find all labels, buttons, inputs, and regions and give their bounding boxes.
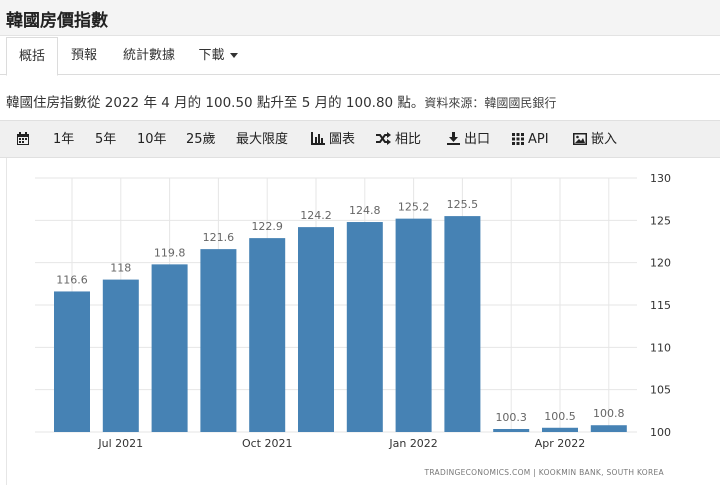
export-label: 出口 xyxy=(464,132,491,147)
bar-value-label: 121.6 xyxy=(203,231,235,244)
description: 韓國住房指數從 2022 年 4 月的 100.50 點升至 5 月的 100.… xyxy=(6,91,556,111)
bar[interactable] xyxy=(542,427,578,432)
y-tick-label: 120 xyxy=(650,257,671,270)
bar[interactable] xyxy=(102,279,139,432)
shuffle-icon xyxy=(376,132,391,145)
bar[interactable] xyxy=(346,222,383,432)
api-button[interactable]: API xyxy=(512,121,549,159)
bar[interactable] xyxy=(444,216,481,432)
description-text: 韓國住房指數從 2022 年 4 月的 100.50 點升至 5 月的 100.… xyxy=(6,95,425,111)
chart-area: 116.6 118 119.8 121.6 122.9 124.2 124.8 125.2 12… xyxy=(6,158,720,485)
bar[interactable] xyxy=(590,425,627,432)
y-tick-label: 100 xyxy=(650,426,671,439)
bar-chart-icon xyxy=(311,132,325,145)
y-tick-label: 115 xyxy=(650,299,671,312)
title-bar: 韓國房價指數 xyxy=(0,0,720,36)
bar-value-label: 118 xyxy=(110,262,131,275)
y-axis: 100 105 110 115 120 125 130 xyxy=(650,172,671,439)
x-tick-label: Apr 2022 xyxy=(535,437,586,450)
embed-button[interactable]: 嵌入 xyxy=(573,121,617,159)
chart-credit: TRADINGECONOMICS.COM | KOOKMIN BANK, SOU… xyxy=(423,468,664,477)
tab-download-label: 下載 xyxy=(198,48,225,63)
tab-overview[interactable]: 概括 xyxy=(6,37,58,76)
tab-statistics[interactable]: 統計數據 xyxy=(122,48,175,63)
bar[interactable] xyxy=(493,429,530,432)
bar[interactable] xyxy=(54,291,90,432)
bar-value-label: 100.3 xyxy=(495,411,527,424)
grid-icon xyxy=(512,132,524,145)
export-button[interactable]: 出口 xyxy=(447,121,490,159)
compare-label: 相比 xyxy=(395,132,422,147)
chart-type-label: 圖表 xyxy=(329,132,356,147)
caret-down-icon xyxy=(229,53,238,58)
x-axis: Jul 2021 Oct 2021 Jan 2022 Apr 2022 xyxy=(97,437,585,450)
page-title: 韓國房價指數 xyxy=(6,11,108,31)
api-label: API xyxy=(528,132,549,147)
tab-forecast[interactable]: 預報 xyxy=(70,48,97,63)
compare-button[interactable]: 相比 xyxy=(376,121,421,159)
embed-label: 嵌入 xyxy=(591,132,618,147)
calendar-icon xyxy=(17,131,29,145)
range-25y-button[interactable]: 25歲 xyxy=(186,132,216,147)
range-10y-button[interactable]: 10年 xyxy=(137,132,167,147)
bar-chart: 116.6 118 119.8 121.6 122.9 124.2 124.8 125.2 12… xyxy=(35,172,671,477)
y-tick-label: 105 xyxy=(650,384,671,397)
data-labels: 116.6 118 119.8 121.6 122.9 124.2 124.8 125.2 12… xyxy=(56,198,624,424)
bar[interactable] xyxy=(249,238,286,432)
bar[interactable] xyxy=(298,227,334,432)
x-tick-label: Jan 2022 xyxy=(388,437,437,450)
bars xyxy=(54,216,627,432)
x-tick-label: Jul 2021 xyxy=(97,437,143,450)
bar-value-label: 124.2 xyxy=(300,209,332,222)
calendar-button[interactable] xyxy=(16,121,34,159)
y-tick-label: 125 xyxy=(650,214,671,227)
range-1y-button[interactable]: 1年 xyxy=(53,132,75,147)
bar-value-label: 124.8 xyxy=(349,204,381,217)
bar-value-label: 100.8 xyxy=(593,407,625,420)
download-icon xyxy=(447,132,460,145)
bar[interactable] xyxy=(200,249,237,432)
range-5y-button[interactable]: 5年 xyxy=(95,132,117,147)
bar[interactable] xyxy=(151,264,188,432)
chart-type-button[interactable]: 圖表 xyxy=(311,121,355,159)
tab-bar: 概括 預報 統計數據 下載 xyxy=(0,37,720,76)
y-tick-label: 110 xyxy=(650,341,671,354)
bar-value-label: 125.2 xyxy=(398,201,430,214)
bar-value-label: 116.6 xyxy=(56,273,88,286)
bar-value-label: 125.5 xyxy=(447,198,479,211)
y-tick-label: 130 xyxy=(650,172,671,185)
image-icon xyxy=(573,132,587,145)
range-max-button[interactable]: 最大限度 xyxy=(236,132,289,147)
bar[interactable] xyxy=(395,218,432,432)
tab-download[interactable]: 下載 xyxy=(192,37,244,75)
source-text: 資料來源：韓國國民銀行 xyxy=(424,96,557,110)
x-tick-label: Oct 2021 xyxy=(242,437,293,450)
bar-value-label: 100.5 xyxy=(544,410,576,423)
bar-value-label: 122.9 xyxy=(251,220,283,233)
chart-toolbar: 1年 5年 10年 25歲 最大限度 圖表 相比 出口 API 嵌入 xyxy=(0,120,720,158)
bar-value-label: 119.8 xyxy=(154,246,186,259)
